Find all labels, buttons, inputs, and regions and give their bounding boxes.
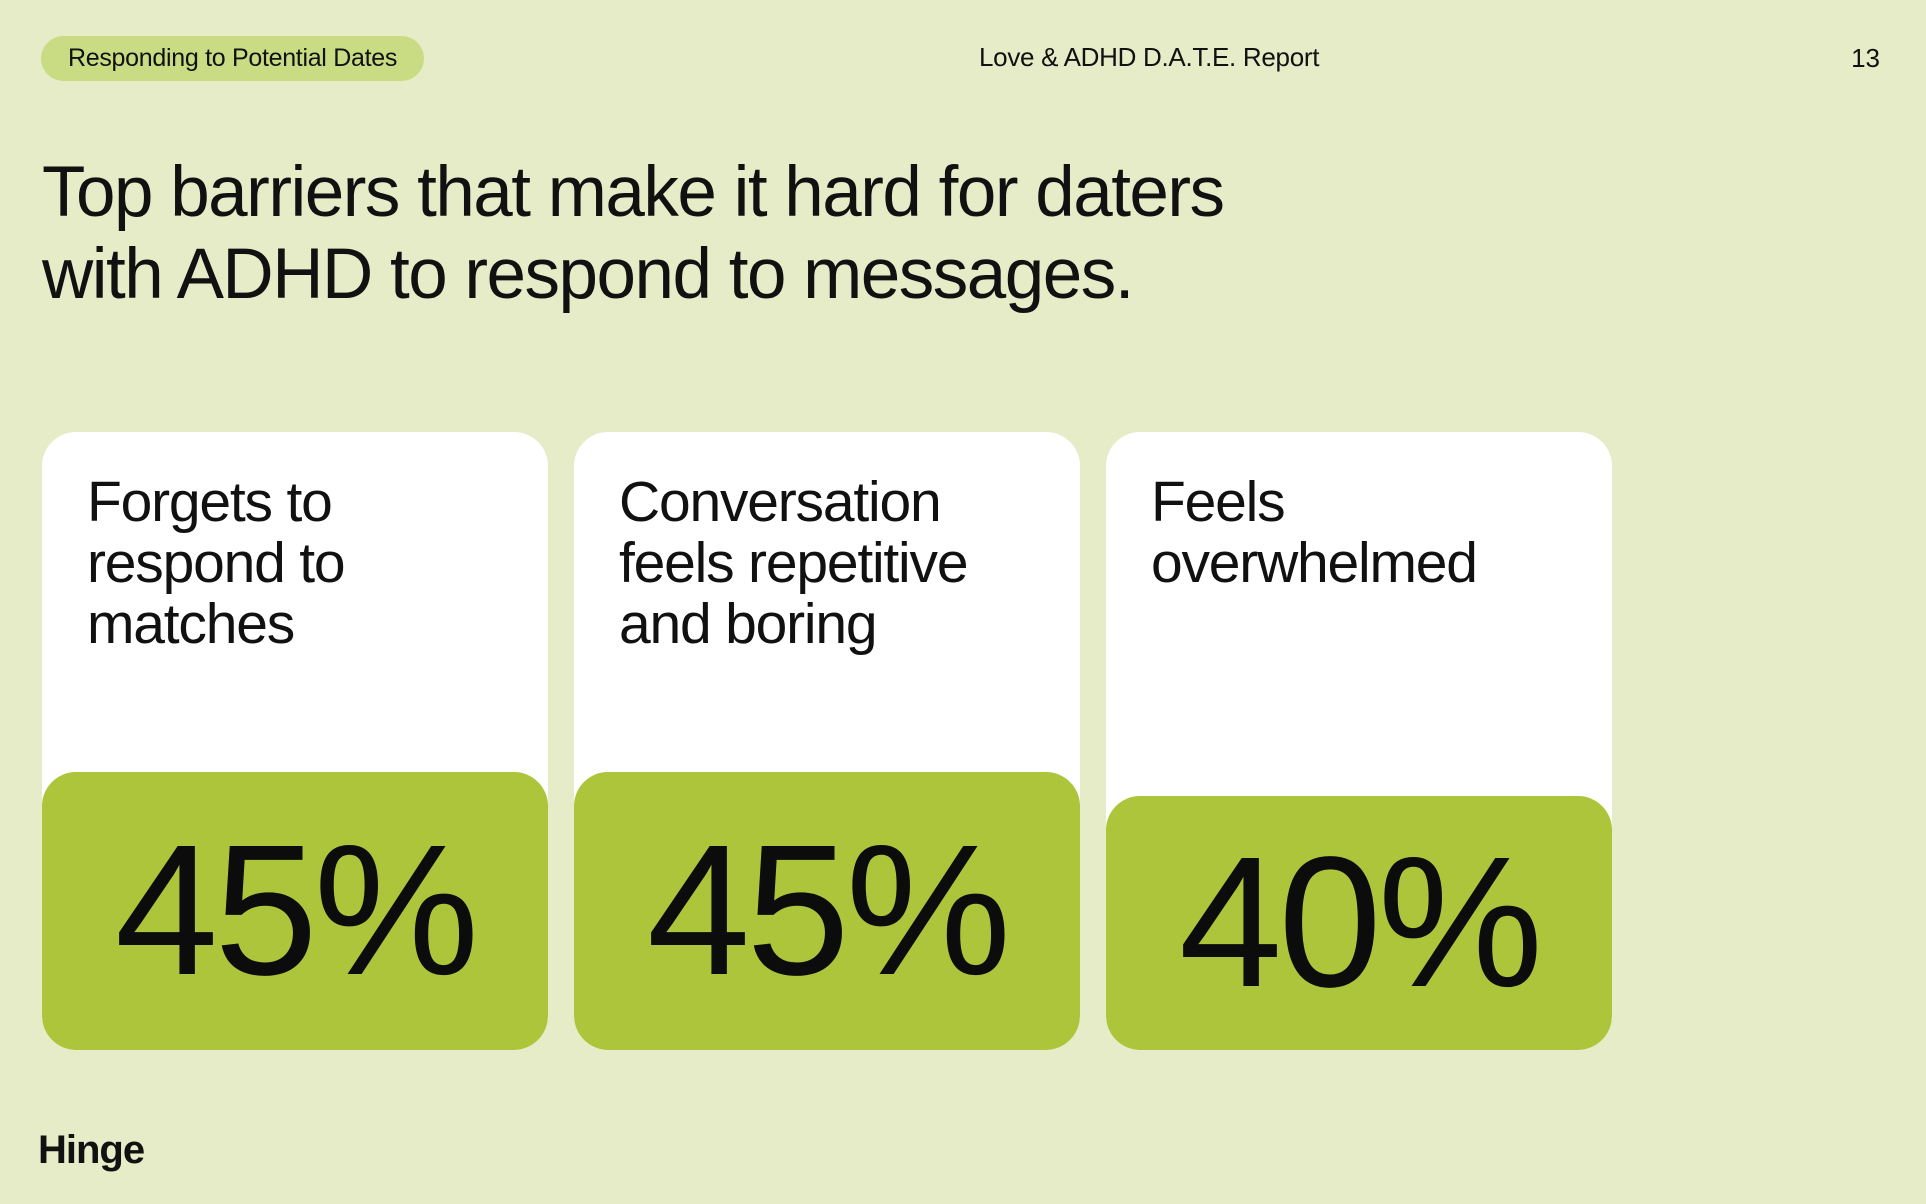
page-number: 13 xyxy=(1851,43,1880,73)
stat-value: 40% xyxy=(1178,819,1543,1026)
card-label-line: respond to xyxy=(87,531,346,595)
stat-block: 45% xyxy=(42,772,548,1050)
card-label: Conversation feels repetitive and boring xyxy=(619,470,969,656)
stat-card-feels-overwhelmed: Feels overwhelmed 40% xyxy=(1106,432,1612,1050)
card-label-line: and boring xyxy=(619,592,878,656)
card-label: Forgets to respond to matches xyxy=(87,470,346,656)
card-label-line: overwhelmed xyxy=(1151,531,1478,595)
card-label-line: feels repetitive xyxy=(619,531,969,595)
stat-value: 45% xyxy=(114,807,479,1014)
card-label-line: matches xyxy=(87,592,295,656)
stat-value: 45% xyxy=(646,807,1011,1014)
section-label-pill: Responding to Potential Dates xyxy=(41,36,425,81)
card-label-line: Conversation xyxy=(619,470,942,534)
card-label-line: Forgets to xyxy=(87,470,333,534)
hinge-logo: Hinge xyxy=(38,1128,145,1172)
stat-card-conversation-boring: Conversation feels repetitive and boring… xyxy=(574,432,1080,1050)
card-label-line: Feels xyxy=(1151,470,1286,534)
report-title: Love & ADHD D.A.T.E. Report xyxy=(979,42,1320,72)
card-label: Feels overwhelmed xyxy=(1151,470,1478,595)
stat-card-forgets-to-respond: Forgets to respond to matches 45% xyxy=(42,432,548,1050)
headline-line: with ADHD to respond to messages. xyxy=(42,235,1134,314)
slide-headline: Top barriers that make it hard for dater… xyxy=(42,152,1492,316)
stat-block: 45% xyxy=(574,772,1080,1050)
stat-block: 40% xyxy=(1106,796,1612,1050)
headline-line: Top barriers that make it hard for dater… xyxy=(42,153,1225,232)
